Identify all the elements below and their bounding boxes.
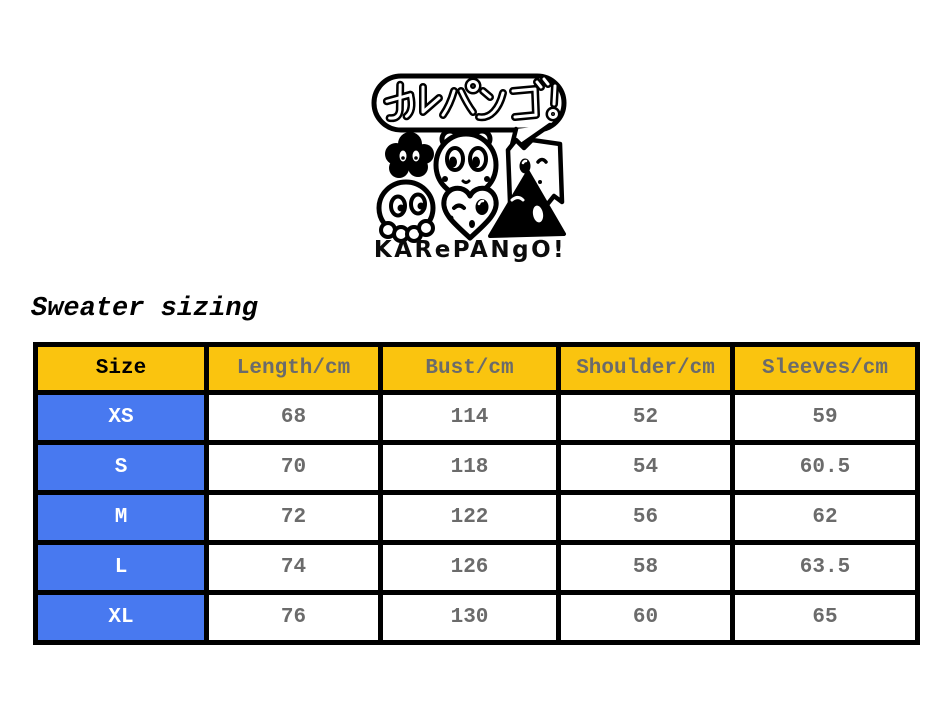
fluffy-character: [385, 132, 434, 178]
table-row-s: S 70 118 54 60.5: [33, 440, 920, 495]
page-title: Sweater sizing: [31, 294, 258, 324]
value-cell: 62: [730, 490, 920, 545]
logo-characters: [376, 128, 566, 243]
brand-text: KARePANgO!: [374, 237, 566, 263]
table-row-xl: XL 76 130 60 65: [33, 590, 920, 645]
header-length: Length/cm: [204, 342, 383, 395]
value-cell: 122: [378, 490, 561, 545]
value-cell: 60.5: [730, 440, 920, 495]
value-cell: 63.5: [730, 540, 920, 595]
table-row-xs: XS 68 114 52 59: [33, 390, 920, 445]
value-cell: 72: [204, 490, 383, 545]
value-cell: 68: [204, 390, 383, 445]
size-cell: XS: [33, 390, 209, 445]
header-bust: Bust/cm: [378, 342, 561, 395]
header-row: Size Length/cm Bust/cm Shoulder/cm Sleev…: [33, 342, 920, 395]
round-head-character: [433, 128, 499, 199]
value-cell: 74: [204, 540, 383, 595]
value-cell: 56: [556, 490, 735, 545]
bubble-text: カレパンゴ!: [0, 0, 1, 1]
table-row-l: L 74 126 58 63.5: [33, 540, 920, 595]
value-cell: 58: [556, 540, 735, 595]
header-shoulder: Shoulder/cm: [556, 342, 735, 395]
value-cell: 60: [556, 590, 735, 645]
value-cell: 126: [378, 540, 561, 595]
sizing-table: Size Length/cm Bust/cm Shoulder/cm Sleev…: [33, 342, 920, 645]
size-cell: XL: [33, 590, 209, 645]
speech-bubble: [371, 73, 567, 156]
size-cell: M: [33, 490, 209, 545]
size-cell: S: [33, 440, 209, 495]
heart-character: [441, 185, 499, 241]
skull-character: [376, 179, 436, 243]
size-cell: L: [33, 540, 209, 595]
value-cell: 52: [556, 390, 735, 445]
triangle-character: [488, 170, 566, 238]
value-cell: 130: [378, 590, 561, 645]
value-cell: 65: [730, 590, 920, 645]
karepango-logo: KARePANgO!: [371, 73, 567, 263]
value-cell: 118: [378, 440, 561, 495]
value-cell: 59: [730, 390, 920, 445]
value-cell: 76: [204, 590, 383, 645]
table-row-m: M 72 122 56 62: [33, 490, 920, 545]
header-size: Size: [33, 342, 209, 395]
value-cell: 114: [378, 390, 561, 445]
value-cell: 70: [204, 440, 383, 495]
value-cell: 54: [556, 440, 735, 495]
header-sleeves: Sleeves/cm: [730, 342, 920, 395]
